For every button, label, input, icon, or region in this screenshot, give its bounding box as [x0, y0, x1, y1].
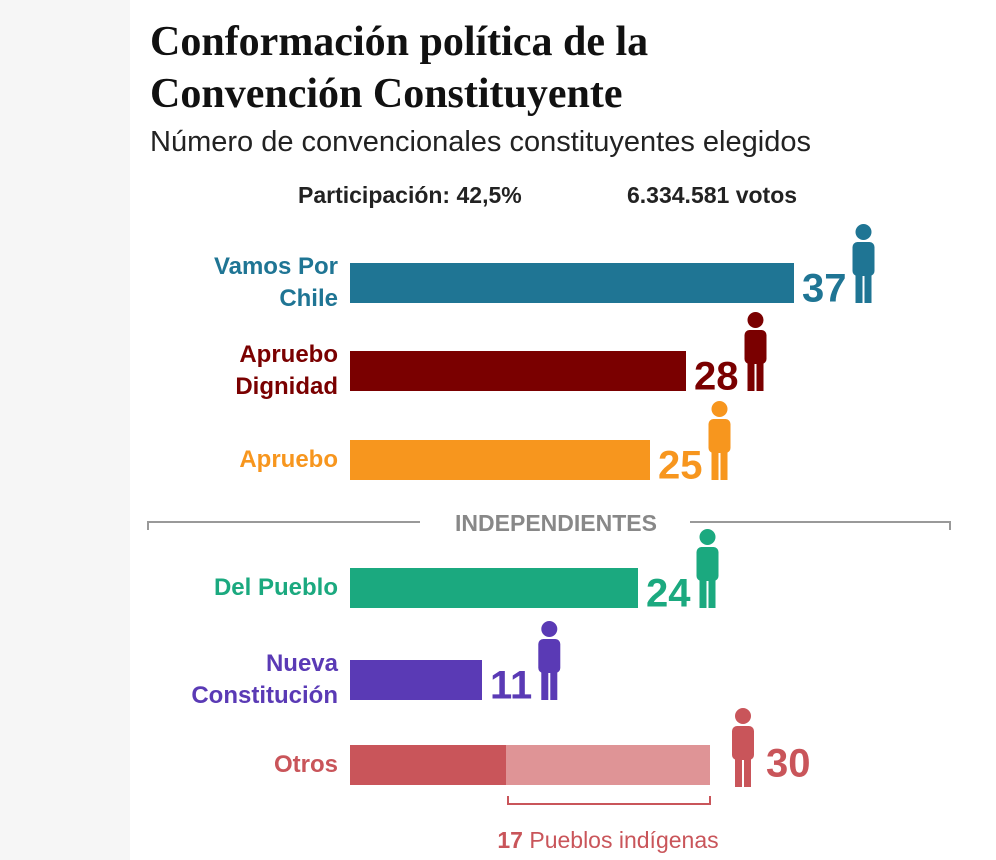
- person-icon: [538, 621, 561, 700]
- person-body: [708, 419, 731, 453]
- person-head: [735, 708, 751, 724]
- category-label: Nueva Constitución: [191, 650, 338, 709]
- segment-bracket: [507, 796, 711, 805]
- segment-label: Pueblos indígenas: [529, 827, 718, 853]
- participation: Participación: 42,5%: [298, 182, 522, 208]
- category-label: Del Pueblo: [213, 574, 338, 601]
- votes: 6.334.581 votos: [627, 182, 798, 208]
- value-label: 30: [766, 742, 811, 786]
- person-leg: [744, 755, 751, 787]
- segment-annotation: 17 Pueblos indígenas: [497, 827, 718, 853]
- person-head: [541, 621, 558, 637]
- person-leg: [855, 271, 863, 303]
- category-label: Vamos Por Chile: [213, 253, 338, 312]
- category-label: Apruebo: [239, 446, 338, 473]
- person-leg: [720, 448, 728, 480]
- group-label: INDEPENDIENTES: [455, 510, 657, 536]
- value-label: 24: [646, 572, 691, 616]
- person-icon: [696, 529, 719, 608]
- bar-segment: [506, 745, 710, 785]
- value-label: 11: [490, 664, 532, 708]
- group-bracket: [147, 521, 951, 530]
- person-leg: [735, 755, 742, 787]
- side-panel: [0, 0, 130, 860]
- bar: [350, 568, 638, 608]
- person-leg: [541, 668, 549, 700]
- person-head: [747, 312, 764, 328]
- person-body: [744, 330, 767, 364]
- chart-title: Conformación política de la Convención C…: [150, 19, 649, 117]
- bar: [350, 351, 686, 391]
- segment-value: 17: [497, 827, 523, 853]
- person-icon: [744, 312, 767, 391]
- person-body: [732, 726, 754, 760]
- person-body: [538, 639, 561, 673]
- person-body: [852, 242, 875, 276]
- value-label: 25: [658, 444, 703, 488]
- bar: [350, 263, 794, 303]
- person-head: [711, 401, 728, 417]
- person-leg: [747, 359, 755, 391]
- person-leg: [756, 359, 764, 391]
- person-head: [699, 529, 716, 545]
- person-icon: [708, 401, 731, 480]
- value-label: 37: [802, 267, 847, 311]
- bar: [350, 440, 650, 480]
- person-leg: [550, 668, 558, 700]
- person-leg: [864, 271, 872, 303]
- category-label: Apruebo Dignidad: [235, 341, 338, 400]
- person-icon: [732, 708, 754, 787]
- person-leg: [699, 576, 707, 608]
- value-label: 28: [694, 355, 739, 399]
- person-leg: [708, 576, 716, 608]
- person-body: [696, 547, 719, 581]
- person-head: [855, 224, 872, 240]
- chart-subtitle: Número de convencionales constituyentes …: [150, 126, 811, 158]
- bar: [350, 660, 482, 700]
- person-leg: [711, 448, 719, 480]
- person-icon: [852, 224, 875, 303]
- category-label: Otros: [273, 751, 338, 778]
